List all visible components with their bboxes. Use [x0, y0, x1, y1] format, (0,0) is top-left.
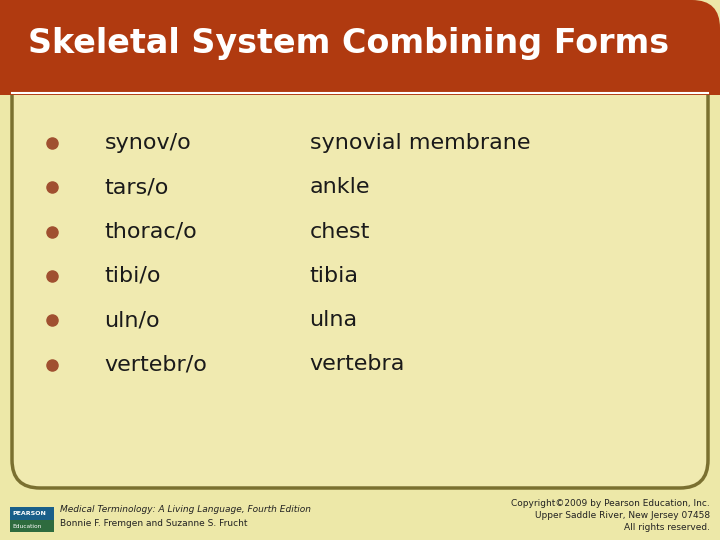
Text: vertebr/o: vertebr/o [104, 354, 207, 375]
Bar [10, 520, 54, 532]
Text: Upper Saddle River, New Jersey 07458: Upper Saddle River, New Jersey 07458 [535, 511, 710, 521]
Text: Medical Terminology: A Living Language, Fourth Edition: Medical Terminology: A Living Language, … [60, 505, 311, 515]
Text: synov/o: synov/o [104, 133, 191, 153]
Bar [10, 507, 54, 520]
Text: tibi/o: tibi/o [104, 266, 161, 286]
Text: Education: Education [12, 523, 41, 529]
Bar [0, 65, 720, 95]
Text: synovial membrane: synovial membrane [310, 133, 530, 153]
Text: chest: chest [310, 221, 370, 242]
Text: tars/o: tars/o [104, 177, 168, 198]
Text: tibia: tibia [310, 266, 359, 286]
FancyBboxPatch shape [12, 26, 708, 488]
FancyBboxPatch shape [0, 0, 720, 95]
Text: Copyright©2009 by Pearson Education, Inc.: Copyright©2009 by Pearson Education, Inc… [511, 500, 710, 509]
Text: thorac/o: thorac/o [104, 221, 197, 242]
Bar [0, 0, 40, 95]
Text: PEARSON: PEARSON [12, 511, 46, 516]
Text: uln/o: uln/o [104, 310, 160, 330]
Text: All rights reserved.: All rights reserved. [624, 523, 710, 532]
Text: vertebra: vertebra [310, 354, 405, 375]
Text: Bonnie F. Fremgen and Suzanne S. Frucht: Bonnie F. Fremgen and Suzanne S. Frucht [60, 519, 248, 529]
Text: ankle: ankle [310, 177, 370, 198]
Text: ulna: ulna [310, 310, 358, 330]
Text: Skeletal System Combining Forms: Skeletal System Combining Forms [28, 27, 669, 60]
